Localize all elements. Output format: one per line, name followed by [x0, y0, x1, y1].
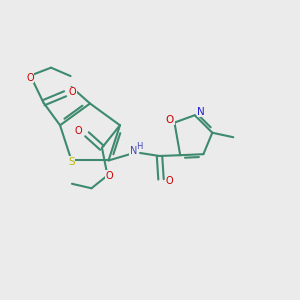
Text: N: N [130, 146, 137, 157]
Text: S: S [68, 157, 75, 167]
Text: O: O [166, 115, 174, 124]
Text: O: O [75, 126, 83, 136]
Text: H: H [136, 142, 142, 151]
Text: O: O [26, 73, 34, 82]
Text: O: O [69, 87, 76, 97]
Text: O: O [106, 171, 113, 181]
Text: O: O [166, 176, 173, 186]
Text: N: N [197, 106, 205, 117]
